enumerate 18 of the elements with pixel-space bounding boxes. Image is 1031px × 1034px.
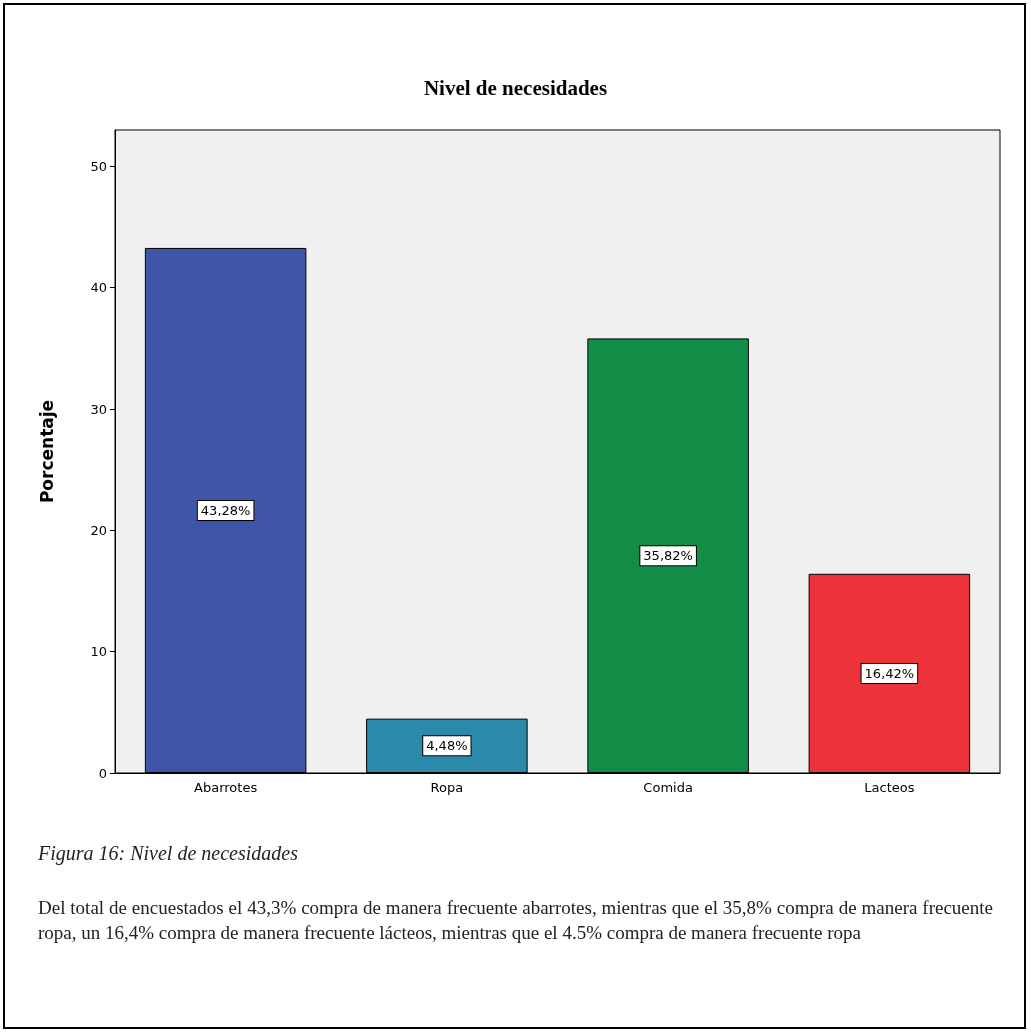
y-tick-label: 0 [98,765,107,781]
y-tick-label: 40 [90,280,107,296]
x-tick-label: Lacteos [864,780,915,795]
text: Del total de encuestados el 43,3% compra de manera frecuente abarrotes, mientras que el 35,8% compra de manera frecuente ropa, un 16,4% compra de manera frecuente lácteos, mientras que el 4.5% compra de manera frecuente ropa [38,896,993,945]
data-label: 16,42% [864,665,915,681]
x-tick-label: Comida [643,780,693,795]
data-label: 4,48% [426,738,468,754]
y-tick-label: 10 [90,644,107,660]
y-tick-label: 50 [90,158,107,174]
text: Figura 16: Nivel de necesidades [38,842,298,865]
data-label: 43,28% [200,502,251,518]
data-label: 35,82% [643,548,693,564]
y-axis-title: Porcentaje [36,399,57,504]
x-tick-label: Abarrotes [194,780,258,795]
chart-title: Nivel de necesidades [423,75,608,100]
y-tick-label: 30 [90,401,107,417]
x-tick-label: Ropa [430,780,464,795]
y-tick-label: 20 [90,522,107,538]
